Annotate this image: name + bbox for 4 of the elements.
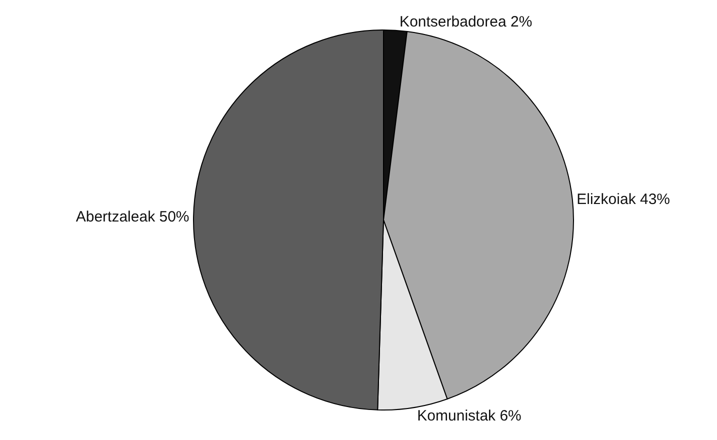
slice-label: Komunistak 6% [417,408,522,425]
slice-label: Abertzaleak 50% [76,208,190,226]
slice-label: Elizkoiak 43% [576,190,670,208]
slice-label: Kontserbadorea 2% [400,13,532,30]
